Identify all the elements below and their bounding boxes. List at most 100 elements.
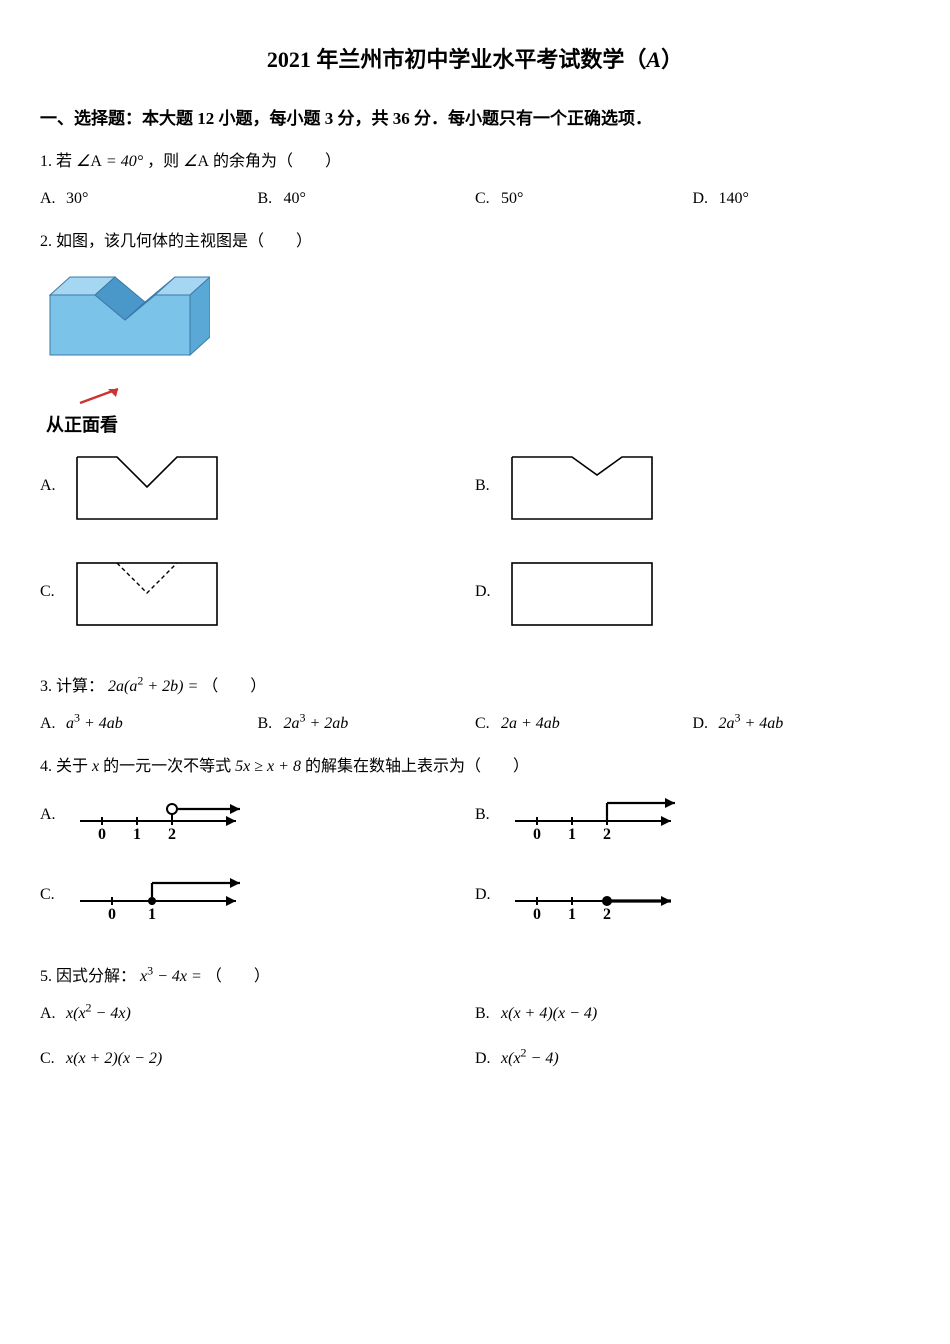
q4-opt-c: C. 0 1 (40, 869, 475, 921)
q3-post: （ ） (202, 678, 266, 695)
q4-opt-a: A. 0 1 2 (40, 789, 475, 841)
q5-a-text: x(x2 − 4x) (66, 1005, 131, 1022)
q3-opt-d: D. 2a3 + 4ab (693, 710, 911, 739)
q5-expr: x3 − 4x = (140, 968, 202, 985)
q2-opt-d: D. (475, 553, 910, 631)
q1-post: 的余角为（ ） (209, 153, 341, 170)
q5-post: （ ） (206, 968, 270, 985)
question-5: 5. 因式分解： x3 − 4x = （ ） A. x(x2 − 4x) B. … (40, 963, 910, 1089)
svg-text:2: 2 (603, 906, 611, 921)
svg-text:1: 1 (568, 826, 576, 841)
q3-c-text: 2a + 4ab (501, 715, 560, 732)
numberline-c-icon: 0 1 (72, 869, 252, 921)
numberline-a-icon: 0 1 2 (72, 789, 252, 841)
front-view-d-icon (507, 553, 657, 631)
q4-num: 4. (40, 758, 52, 775)
q1-opt-a: A. 30° (40, 185, 258, 214)
svg-text:0: 0 (108, 906, 116, 921)
q1-stem: 1. 若 ∠A = 40° ，则 ∠A 的余角为（ ） (40, 148, 910, 177)
q1-options: A. 30° B. 40° C. 50° D. 140° (40, 185, 910, 214)
svg-text:1: 1 (148, 906, 156, 921)
title-prefix: 2021 年兰州市初中学业水平考试数学（ (267, 47, 647, 72)
svg-text:1: 1 (133, 826, 141, 841)
q2-text: 如图，该几何体的主视图是（ ） (56, 233, 312, 250)
numberline-b-icon: 0 1 2 (507, 789, 687, 841)
numberline-d-icon: 0 1 2 (507, 869, 687, 921)
svg-text:2: 2 (168, 826, 176, 841)
front-view-b-icon (507, 447, 657, 525)
q2-options: A. B. C. D. (40, 447, 910, 659)
q4-options: A. 0 1 2 B. (40, 789, 910, 949)
arrow-icon (74, 385, 134, 409)
q2-c-label: C. (40, 578, 62, 607)
q1-num: 1. (40, 153, 52, 170)
solid-3d-icon (40, 265, 210, 385)
svg-text:0: 0 (533, 826, 541, 841)
q3-d-text: 2a3 + 4ab (719, 715, 784, 732)
q5-pre: 因式分解： (56, 968, 136, 985)
q5-c-text: x(x + 2)(x − 2) (66, 1050, 162, 1067)
front-view-c-icon (72, 553, 222, 631)
q5-stem: 5. 因式分解： x3 − 4x = （ ） (40, 963, 910, 992)
q3-opt-a: A. a3 + 4ab (40, 710, 258, 739)
q1-a-text: 30° (66, 190, 88, 207)
q2-num: 2. (40, 233, 52, 250)
q2-a-label: A. (40, 472, 62, 501)
q3-pre: 计算： (56, 678, 104, 695)
svg-text:0: 0 (98, 826, 106, 841)
q4-opt-b: B. 0 1 2 (475, 789, 910, 841)
front-view-a-icon (72, 447, 222, 525)
section-heading: 一、选择题：本大题 12 小题，每小题 3 分，共 36 分．每小题只有一个正确… (40, 104, 910, 135)
q4-mid2: 的解集在数轴上表示为（ ） (301, 758, 529, 775)
q1-math2: ∠A (183, 153, 209, 170)
q2-opt-c: C. (40, 553, 475, 631)
svg-text:2: 2 (603, 826, 611, 841)
q3-opt-c: C. 2a + 4ab (475, 710, 693, 739)
q3-stem: 3. 计算： 2a(a2 + 2b) = （ ） (40, 673, 910, 702)
q3-expr: 2a(a2 + 2b) = (108, 678, 198, 695)
q5-b-text: x(x + 4)(x − 4) (501, 1005, 597, 1022)
q1-mid: ，则 (143, 153, 183, 170)
question-3: 3. 计算： 2a(a2 + 2b) = （ ） A. a3 + 4ab B. … (40, 673, 910, 739)
q2-b-label: B. (475, 472, 497, 501)
q5-options: A. x(x2 − 4x) B. x(x + 4)(x − 4) C. x(x … (40, 1000, 910, 1090)
q2-opt-a: A. (40, 447, 475, 525)
title-ital: A (646, 47, 661, 72)
q1-c-text: 50° (501, 190, 523, 207)
q3-opt-b: B. 2a3 + 2ab (258, 710, 476, 739)
q5-opt-b: B. x(x + 4)(x − 4) (475, 1000, 910, 1029)
q4-pre: 关于 (56, 758, 92, 775)
q1-opt-c: C. 50° (475, 185, 693, 214)
q4-opt-d: D. 0 1 2 (475, 869, 910, 921)
q1-pre: 若 (56, 153, 76, 170)
q3-a-text: a3 + 4ab (66, 715, 123, 732)
q2-stem: 2. 如图，该几何体的主视图是（ ） (40, 228, 910, 257)
q3-options: A. a3 + 4ab B. 2a3 + 2ab C. 2a + 4ab D. … (40, 710, 910, 739)
q1-math1: ∠A = 40° (76, 153, 143, 170)
q5-opt-c: C. x(x + 2)(x − 2) (40, 1045, 475, 1074)
q1-b-text: 40° (284, 190, 306, 207)
q2-figure: 从正面看 (40, 265, 910, 441)
q3-num: 3. (40, 678, 52, 695)
q5-opt-d: D. x(x2 − 4) (475, 1045, 910, 1074)
q5-opt-a: A. x(x2 − 4x) (40, 1000, 475, 1029)
q1-d-text: 140° (719, 190, 749, 207)
title-suffix: ） (661, 47, 683, 72)
svg-text:0: 0 (533, 906, 541, 921)
q1-opt-b: B. 40° (258, 185, 476, 214)
question-2: 2. 如图，该几何体的主视图是（ ） 从正面看 A. (40, 228, 910, 659)
q4-mid1: 的一元一次不等式 (99, 758, 235, 775)
q2-caption: 从正面看 (46, 409, 910, 441)
q1-opt-d: D. 140° (693, 185, 911, 214)
svg-text:1: 1 (568, 906, 576, 921)
q2-d-label: D. (475, 578, 497, 607)
q5-num: 5. (40, 968, 52, 985)
q3-b-text: 2a3 + 2ab (284, 715, 349, 732)
q4-stem: 4. 关于 x 的一元一次不等式 5x ≥ x + 8 的解集在数轴上表示为（ … (40, 753, 910, 782)
question-4: 4. 关于 x 的一元一次不等式 5x ≥ x + 8 的解集在数轴上表示为（ … (40, 753, 910, 950)
q5-d-text: x(x2 − 4) (501, 1050, 559, 1067)
q4-ineq: 5x ≥ x + 8 (235, 758, 301, 775)
page-title: 2021 年兰州市初中学业水平考试数学（A） (40, 40, 910, 80)
question-1: 1. 若 ∠A = 40° ，则 ∠A 的余角为（ ） A. 30° B. 40… (40, 148, 910, 214)
q2-opt-b: B. (475, 447, 910, 525)
